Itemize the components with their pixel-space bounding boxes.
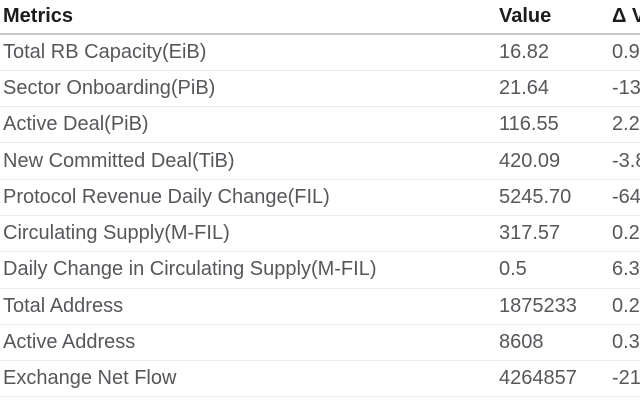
table-row: Active Deal(PiB) 116.55 2.2 — [0, 106, 640, 144]
metric-value-cell: 317.57 — [497, 215, 610, 253]
table-row: Total Address 1875233 0.2 — [0, 288, 640, 325]
metric-value-cell: 4264857 — [497, 360, 610, 398]
metric-value-cell: 21.64 — [497, 70, 610, 108]
table-body: Total RB Capacity(EiB) 16.82 0.9 Sector … — [0, 34, 640, 398]
metric-name-cell: New Committed Deal(TiB) — [0, 142, 497, 180]
table-row: Active Address 8608 0.3 — [0, 324, 640, 362]
metric-value-cell: 16.82 — [497, 34, 610, 71]
metric-delta-cell: -21 — [610, 360, 640, 398]
metric-delta-cell: -3.8 — [610, 142, 640, 180]
metric-delta-cell: 0.2 — [610, 288, 640, 325]
metric-name-cell: Active Address — [0, 324, 497, 362]
metric-delta-cell: 0.2 — [610, 215, 640, 253]
metric-delta-cell: 6.3 — [610, 251, 640, 289]
metric-delta-cell: -64 — [610, 179, 640, 216]
table-row: Daily Change in Circulating Supply(M-FIL… — [0, 251, 640, 289]
table-row: Circulating Supply(M-FIL) 317.57 0.2 — [0, 215, 640, 253]
metric-value-cell: 1875233 — [497, 288, 610, 325]
metric-name-cell: Active Deal(PiB) — [0, 106, 497, 144]
metric-name-cell: Daily Change in Circulating Supply(M-FIL… — [0, 251, 497, 289]
metric-name-cell: Sector Onboarding(PiB) — [0, 70, 497, 108]
metric-delta-cell: 0.9 — [610, 34, 640, 71]
metric-name-cell: Circulating Supply(M-FIL) — [0, 215, 497, 253]
column-header-metrics: Metrics — [0, 0, 497, 35]
column-header-value: Value — [497, 0, 610, 35]
metric-name-cell: Protocol Revenue Daily Change(FIL) — [0, 179, 497, 216]
table-row: Total RB Capacity(EiB) 16.82 0.9 — [0, 34, 640, 71]
table-row: Protocol Revenue Daily Change(FIL) 5245.… — [0, 179, 640, 216]
metric-value-cell: 5245.70 — [497, 179, 610, 216]
metric-value-cell: 420.09 — [497, 142, 610, 180]
metric-name-cell: Total RB Capacity(EiB) — [0, 34, 497, 71]
metric-value-cell: 0.5 — [497, 251, 610, 289]
metric-delta-cell: 2.2 — [610, 106, 640, 144]
table-row: Exchange Net Flow 4264857 -21 — [0, 360, 640, 398]
table-header: Metrics Value Δ V — [0, 0, 640, 35]
metric-value-cell: 8608 — [497, 324, 610, 362]
header-row: Metrics Value Δ V — [0, 0, 640, 35]
metric-name-cell: Total Address — [0, 288, 497, 325]
column-header-delta: Δ V — [610, 0, 640, 35]
metric-delta-cell: 0.3 — [610, 324, 640, 362]
metric-value-cell: 116.55 — [497, 106, 610, 144]
metric-delta-cell: -13 — [610, 70, 640, 108]
table-row: Sector Onboarding(PiB) 21.64 -13 — [0, 70, 640, 108]
metric-name-cell: Exchange Net Flow — [0, 360, 497, 398]
table-row: New Committed Deal(TiB) 420.09 -3.8 — [0, 142, 640, 180]
